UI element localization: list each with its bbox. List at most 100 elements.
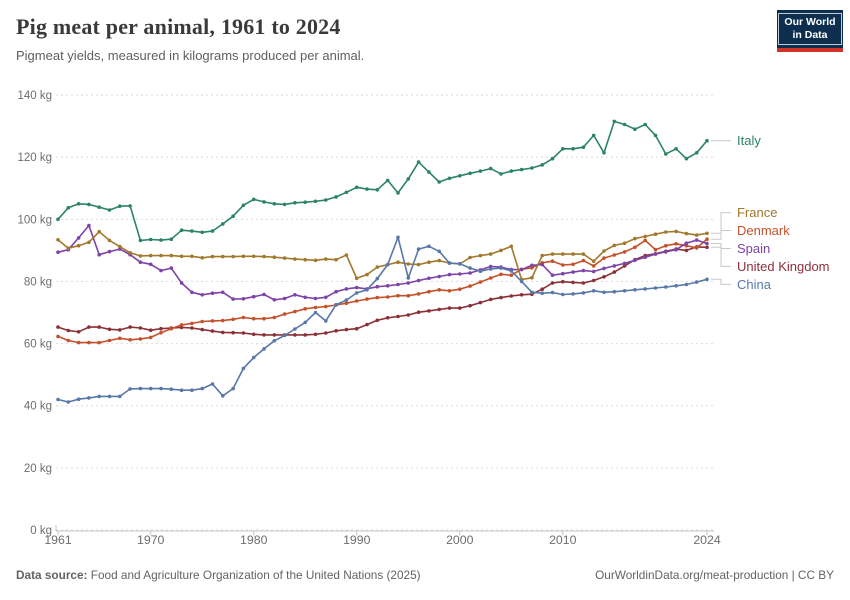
data-point	[138, 260, 143, 264]
series-label-france[interactable]: France	[737, 205, 777, 220]
data-point	[66, 246, 71, 250]
data-point	[293, 309, 297, 314]
data-point	[478, 253, 483, 258]
series-label-united-kingdom[interactable]: United Kingdom	[737, 259, 830, 274]
data-point	[190, 290, 194, 295]
series-line-france[interactable]	[56, 229, 709, 282]
series-line-denmark[interactable]	[56, 237, 709, 345]
data-point	[643, 234, 647, 239]
data-point	[179, 325, 184, 330]
data-point	[530, 275, 534, 280]
data-point	[540, 262, 544, 267]
data-point	[324, 198, 328, 202]
data-point	[159, 268, 163, 273]
data-point	[664, 243, 668, 248]
data-point	[365, 322, 369, 327]
series-line-spain[interactable]	[56, 223, 709, 302]
data-point	[190, 388, 194, 393]
data-point	[530, 290, 534, 295]
data-point	[272, 298, 277, 302]
y-axis-tick-label: 100 kg	[17, 214, 52, 226]
label-connector-denmark	[711, 230, 731, 240]
data-point	[406, 177, 411, 181]
data-point	[87, 223, 91, 228]
data-point	[427, 276, 431, 281]
data-point	[375, 318, 380, 323]
data-point	[262, 254, 266, 259]
x-axis-tick-label: 2000	[446, 533, 474, 547]
label-connector-united-kingdom	[711, 246, 731, 267]
series-line-united-kingdom[interactable]	[56, 245, 709, 337]
data-point	[313, 332, 318, 337]
data-point	[447, 306, 452, 310]
x-axis-tick-label: 1980	[240, 533, 268, 547]
data-point	[684, 248, 689, 253]
data-point	[262, 333, 266, 337]
data-point	[97, 229, 101, 234]
data-point	[272, 315, 277, 320]
series-path-spain	[57, 224, 708, 301]
data-point	[190, 326, 194, 330]
data-point	[231, 297, 235, 301]
data-point	[664, 250, 668, 254]
chart-footer: Data source: Food and Agriculture Organi…	[16, 568, 834, 582]
data-point	[262, 292, 266, 297]
data-point	[272, 255, 277, 259]
data-point	[530, 266, 534, 270]
data-point	[653, 247, 658, 252]
data-point	[365, 297, 369, 301]
data-point	[375, 284, 380, 289]
data-point	[416, 247, 421, 251]
data-point	[509, 294, 514, 298]
data-point	[468, 255, 472, 260]
x-axis-tick-label: 2024	[693, 533, 721, 547]
data-point	[334, 257, 338, 262]
data-point	[303, 257, 308, 262]
data-point	[612, 253, 617, 257]
data-point	[705, 138, 709, 143]
data-point	[210, 319, 215, 323]
data-point	[56, 238, 60, 242]
data-point	[694, 246, 699, 250]
data-point	[591, 269, 596, 274]
data-point	[684, 156, 689, 161]
data-point	[221, 330, 225, 335]
data-point	[375, 188, 380, 192]
data-point	[190, 254, 194, 259]
data-point	[241, 203, 246, 208]
data-point	[138, 326, 143, 330]
data-point	[324, 304, 328, 309]
data-point	[571, 252, 575, 256]
series-path-italy	[57, 120, 708, 242]
data-point	[509, 244, 514, 249]
data-point	[200, 319, 204, 324]
data-point	[581, 281, 586, 285]
series-label-italy[interactable]: Italy	[737, 133, 761, 148]
series-label-china[interactable]: China	[737, 277, 772, 292]
series-label-denmark[interactable]: Denmark	[737, 223, 790, 238]
owid-logo[interactable]: Our World in Data	[777, 10, 843, 52]
series-line-italy[interactable]	[56, 119, 709, 243]
data-point	[561, 271, 565, 276]
data-point	[602, 256, 606, 260]
series-line-china[interactable]	[56, 235, 709, 404]
data-point	[664, 285, 668, 289]
series-path-denmark	[57, 238, 708, 344]
data-point	[148, 237, 153, 242]
data-point	[251, 254, 256, 259]
data-point	[499, 172, 503, 176]
data-point	[354, 185, 359, 190]
data-point	[571, 147, 575, 151]
owid-link[interactable]: OurWorldinData.org/meat-production | CC …	[595, 568, 834, 582]
data-point	[97, 205, 101, 209]
data-point	[416, 292, 421, 296]
data-point	[118, 328, 122, 332]
data-point	[334, 329, 338, 333]
data-point	[447, 176, 452, 181]
data-point	[550, 252, 555, 256]
data-point	[231, 214, 235, 218]
data-point	[674, 242, 678, 246]
data-point	[210, 254, 215, 259]
series-label-spain[interactable]: Spain	[737, 241, 770, 256]
